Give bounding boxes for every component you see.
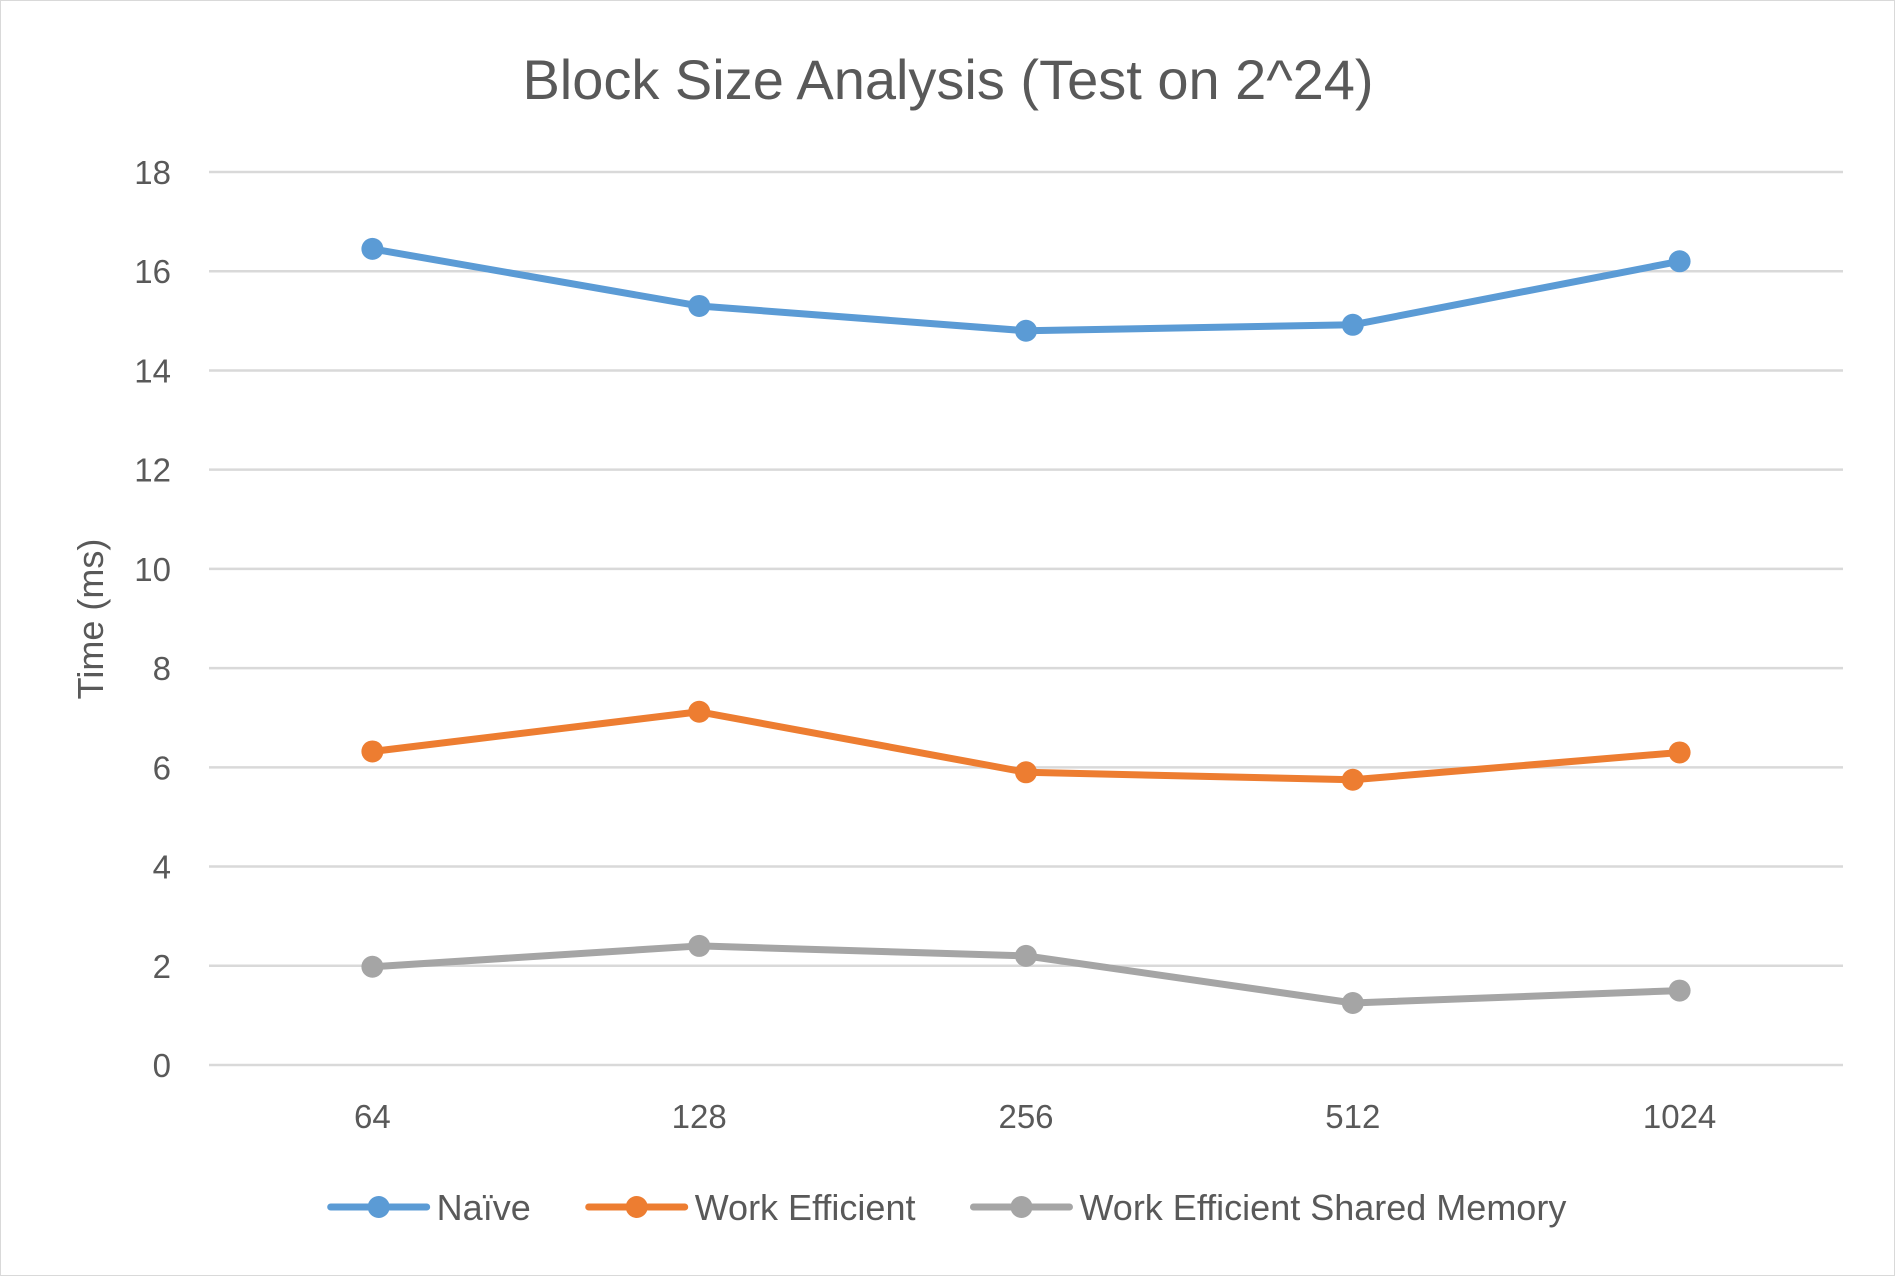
legend-item: Work Efficient Shared Memory (969, 1187, 1566, 1228)
data-point (688, 934, 711, 957)
x-tick-label: 128 (672, 1098, 727, 1135)
y-tick-label: 0 (153, 1047, 171, 1084)
chart-title: Block Size Analysis (Test on 2^24) (522, 48, 1373, 111)
data-point (1668, 741, 1691, 764)
y-tick-label: 4 (153, 849, 171, 886)
legend-label: Work Efficient Shared Memory (1079, 1187, 1566, 1228)
series-line (368, 245, 1684, 335)
y-tick-label: 12 (134, 452, 171, 489)
data-point (1015, 944, 1037, 967)
legend: Naïve Work Efficient Work Efficient Shared… (327, 1187, 1566, 1228)
legend-item: Work Efficient (585, 1187, 916, 1228)
legend-label: Work Efficient (695, 1187, 916, 1228)
data-point (361, 955, 384, 978)
y-tick-label: 16 (134, 253, 171, 290)
y-tick-label: 6 (153, 749, 171, 786)
legend-item: Naïve (327, 1187, 531, 1228)
y-tick-label: 10 (134, 551, 171, 588)
data-point (688, 294, 711, 317)
series-2 (361, 934, 1691, 1014)
data-point (1341, 313, 1364, 336)
data-point (361, 237, 384, 260)
series-lines (361, 237, 1691, 1014)
y-axis-tick-labels: 0 2 4 6 8 10 12 14 16 18 (134, 154, 171, 1084)
data-point (688, 700, 711, 723)
data-point (1341, 991, 1364, 1014)
legend-swatch-marker (1010, 1196, 1033, 1218)
data-point (1341, 768, 1364, 791)
data-point (1015, 761, 1037, 784)
series-0 (361, 237, 1691, 342)
y-tick-label: 2 (153, 948, 171, 985)
legend-swatch-marker (367, 1196, 390, 1218)
y-tick-label: 18 (134, 154, 171, 191)
legend-label: Naïve (437, 1187, 531, 1228)
y-tick-label: 14 (134, 352, 171, 389)
data-point (1668, 979, 1691, 1002)
data-point (361, 740, 384, 763)
data-point (1668, 250, 1691, 273)
data-point (1015, 319, 1037, 342)
y-axis-title: Time (ms) (70, 539, 111, 700)
y-tick-label: 8 (153, 650, 171, 687)
x-tick-label: 256 (998, 1098, 1053, 1135)
x-tick-label: 1024 (1643, 1098, 1716, 1135)
gridlines (209, 170, 1843, 1067)
x-tick-label: 512 (1325, 1098, 1380, 1135)
x-tick-label: 64 (354, 1098, 391, 1135)
legend-swatch-marker (625, 1196, 648, 1218)
series-1 (361, 700, 1691, 791)
x-axis-tick-labels: 64 128 256 512 1024 (354, 1098, 1716, 1135)
